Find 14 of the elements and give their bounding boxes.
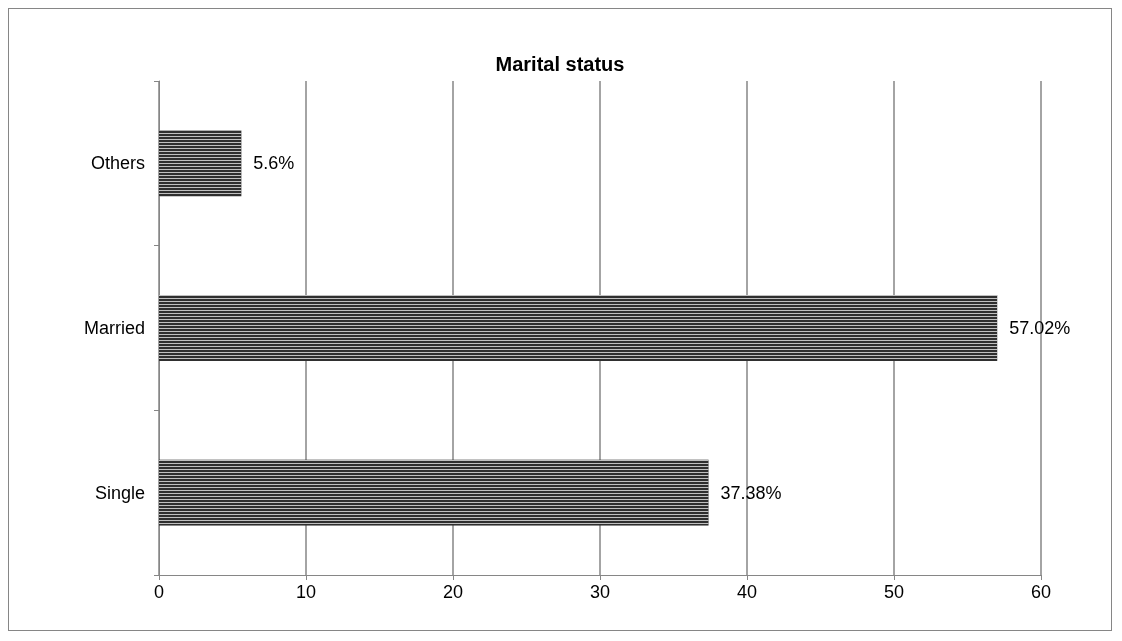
y-tick-label: Others (90, 153, 145, 174)
y-tick-label: Married (83, 318, 145, 338)
data-label: 37.38% (720, 482, 782, 503)
data-label: 5.6% (253, 153, 295, 174)
x-tick-label: 20 (442, 582, 464, 602)
x-tick-label: 0 (153, 582, 165, 602)
x-tick-label: 50 (883, 582, 905, 602)
data-label: 57.02% (1009, 318, 1071, 338)
y-tick-label: Single (94, 482, 145, 503)
x-tick-label: 40 (736, 582, 758, 602)
x-tick-label: 60 (1030, 582, 1052, 602)
x-tick-label: 10 (295, 582, 317, 602)
x-tick-label: 30 (589, 582, 611, 602)
chart-title: Marital status (495, 53, 625, 75)
